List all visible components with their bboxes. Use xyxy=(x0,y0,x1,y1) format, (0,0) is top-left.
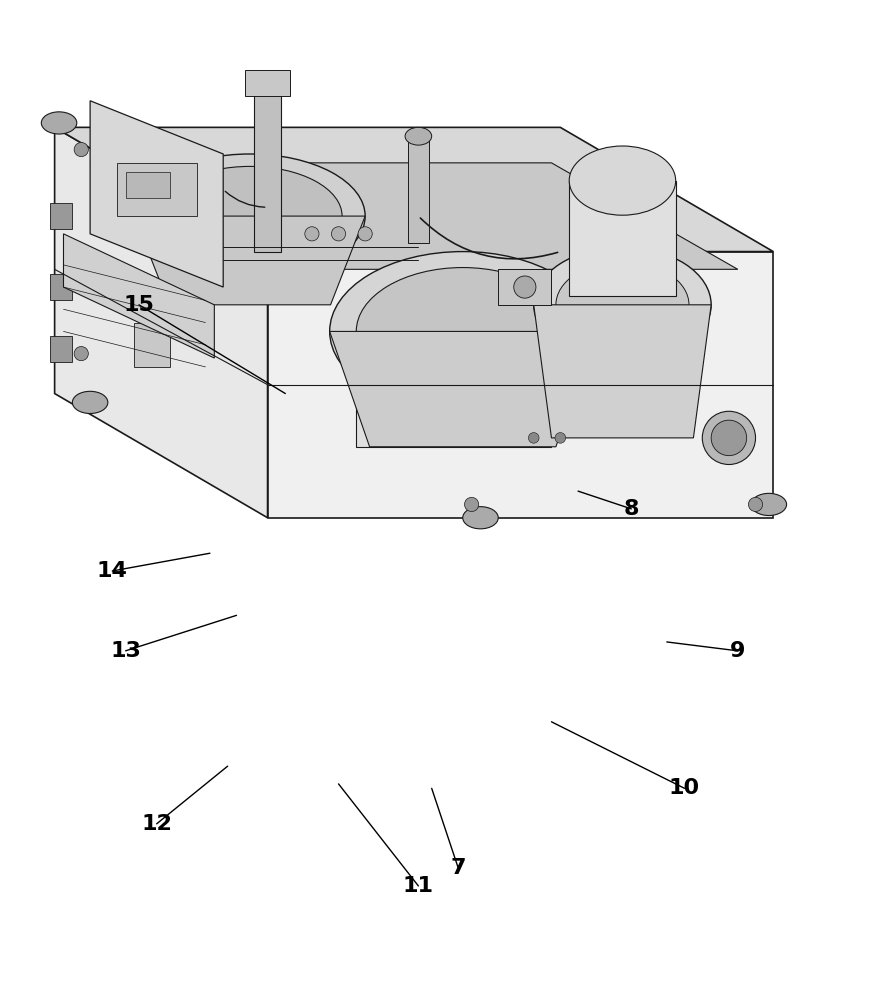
Text: 12: 12 xyxy=(142,814,172,834)
Polygon shape xyxy=(54,127,268,518)
Text: 7: 7 xyxy=(450,858,466,878)
Polygon shape xyxy=(570,181,676,296)
Circle shape xyxy=(74,347,88,361)
Polygon shape xyxy=(90,101,223,287)
Ellipse shape xyxy=(556,262,689,348)
Ellipse shape xyxy=(134,154,365,278)
Ellipse shape xyxy=(514,276,536,298)
Polygon shape xyxy=(534,305,711,438)
Bar xyxy=(392,323,507,411)
Ellipse shape xyxy=(751,493,787,516)
Ellipse shape xyxy=(356,268,570,395)
Ellipse shape xyxy=(463,507,498,529)
Circle shape xyxy=(74,142,88,157)
Circle shape xyxy=(555,433,566,443)
Ellipse shape xyxy=(72,391,108,413)
Bar xyxy=(117,163,197,216)
Bar xyxy=(50,203,72,229)
Bar xyxy=(125,172,170,198)
Ellipse shape xyxy=(158,166,342,266)
Ellipse shape xyxy=(570,146,676,215)
Text: 14: 14 xyxy=(97,561,128,581)
Text: 11: 11 xyxy=(403,876,434,896)
Polygon shape xyxy=(329,331,595,447)
Text: 13: 13 xyxy=(110,641,141,661)
Polygon shape xyxy=(63,234,214,358)
Text: 9: 9 xyxy=(730,641,746,661)
Polygon shape xyxy=(90,163,738,269)
Bar xyxy=(356,287,552,447)
Bar xyxy=(50,336,72,362)
Circle shape xyxy=(358,227,372,241)
Circle shape xyxy=(748,497,763,512)
Ellipse shape xyxy=(711,420,747,456)
Bar xyxy=(255,83,281,252)
Polygon shape xyxy=(268,252,773,518)
Circle shape xyxy=(465,497,479,512)
Bar xyxy=(246,70,290,96)
Ellipse shape xyxy=(702,411,756,465)
Circle shape xyxy=(304,227,319,241)
Text: 8: 8 xyxy=(624,499,639,519)
Ellipse shape xyxy=(250,72,286,94)
Circle shape xyxy=(331,227,345,241)
Ellipse shape xyxy=(41,112,77,134)
Ellipse shape xyxy=(329,252,595,411)
Ellipse shape xyxy=(405,127,432,145)
Text: 15: 15 xyxy=(124,295,154,315)
Bar xyxy=(50,274,72,300)
Bar xyxy=(408,136,429,243)
Bar xyxy=(134,323,170,367)
Text: 10: 10 xyxy=(669,778,700,798)
Bar xyxy=(498,269,552,305)
Polygon shape xyxy=(54,127,773,252)
Polygon shape xyxy=(134,216,365,305)
Circle shape xyxy=(529,433,539,443)
Ellipse shape xyxy=(534,247,711,362)
